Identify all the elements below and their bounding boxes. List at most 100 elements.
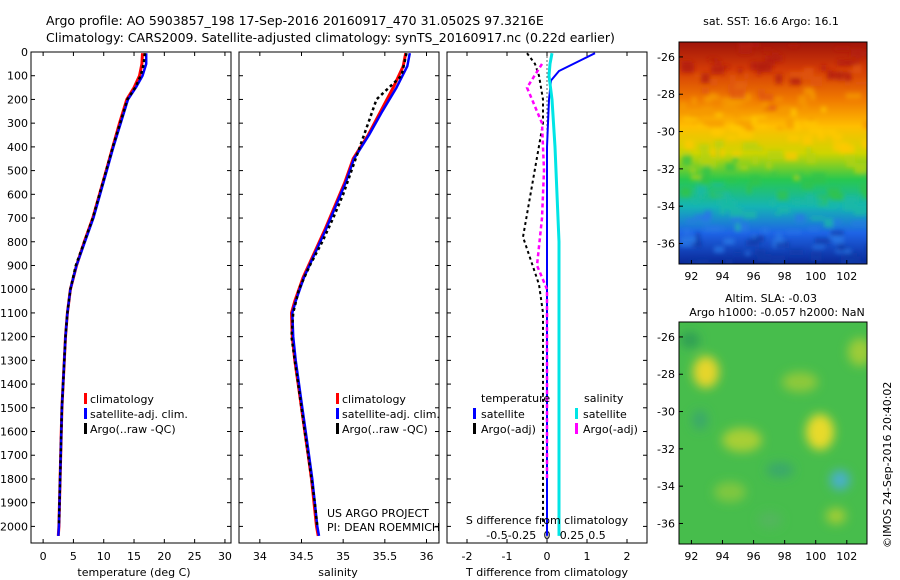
depth-tick-label: 600	[7, 188, 28, 201]
sst-patch	[757, 146, 763, 152]
legend-swatch-climatology	[336, 393, 339, 404]
temperature-series	[56, 53, 148, 536]
legend-label: Argo(-adj)	[583, 423, 638, 436]
map-x-tick-label: 94	[716, 550, 730, 563]
sst-patch	[694, 214, 709, 221]
sst-patch	[833, 233, 844, 245]
legend-swatch-T-satellite	[473, 408, 476, 419]
sst-patch	[854, 162, 867, 174]
map-x-tick-label: 92	[684, 550, 698, 563]
sst-patch	[770, 255, 785, 264]
sst-patch	[786, 230, 802, 234]
sst-map-axes: 92 94 96 98 100 102 -26 -28 -30 -32 -34 -36	[657, 51, 857, 283]
sst-patch	[808, 127, 824, 135]
sst-patch	[711, 183, 725, 187]
sst-patch	[710, 127, 725, 135]
sst-patch	[725, 239, 733, 243]
sst-patch	[843, 202, 857, 211]
sst-patch	[702, 165, 711, 176]
temperature-axis: 0 5 10 15 20 25 30	[40, 52, 232, 563]
map-x-tick-label: 98	[778, 550, 792, 563]
sst-patch	[725, 163, 736, 172]
x-tick-label: 15	[127, 550, 141, 563]
map-y-tick-label: -36	[657, 237, 675, 250]
s-tick-label: -0.5	[486, 529, 507, 542]
sst-patch	[812, 245, 825, 249]
map-y-tick-label: -28	[657, 368, 675, 381]
salinity-legend: climatology satellite-adj. clim. Argo(..…	[336, 393, 440, 436]
sst-patch	[751, 234, 757, 239]
legend-swatch-T-argo	[473, 423, 476, 434]
sst-patch	[771, 172, 777, 176]
sst-patch	[789, 71, 806, 77]
sst-patch	[786, 118, 795, 130]
sst-patch	[720, 65, 730, 69]
sst-patch	[844, 60, 860, 65]
sst-patch	[808, 117, 815, 122]
legend-label: satellite-adj. clim.	[90, 408, 188, 421]
sst-patch	[852, 63, 862, 74]
sst-patch	[746, 183, 752, 194]
sst-patch	[703, 96, 712, 103]
sst-patch	[767, 150, 783, 160]
depth-tick-label: 2000	[0, 520, 28, 533]
x-tick-label: 36	[420, 550, 434, 563]
sst-patch	[743, 210, 757, 219]
sst-patch	[796, 78, 802, 85]
temperature-legend: climatology satellite-adj. clim. Argo(..…	[84, 393, 188, 436]
s-tick-label: 0.25	[560, 529, 585, 542]
sst-patch	[679, 102, 687, 113]
sst-patch	[853, 204, 866, 216]
map-x-tick-label: 102	[836, 270, 857, 283]
sst-patch	[699, 144, 710, 151]
sst-patch	[703, 158, 713, 164]
sst-patch	[803, 87, 814, 95]
map-y-tick-label: -26	[657, 51, 675, 64]
x-tick-label: 30	[218, 550, 232, 563]
sst-patch	[864, 202, 867, 214]
sst-patch	[711, 65, 725, 75]
sst-patch	[802, 105, 808, 113]
sst-patch	[821, 106, 827, 113]
sst-patch	[830, 192, 845, 201]
difference-legend: temperature salinity satellite Argo(-adj…	[473, 392, 638, 436]
sst-patch	[695, 232, 701, 244]
map-x-tick-label: 100	[805, 270, 826, 283]
sst-patch	[844, 252, 857, 262]
sla-blob	[766, 462, 794, 478]
legend-header-temperature: temperature	[481, 392, 550, 405]
sst-patch	[770, 199, 776, 207]
sst-patch	[685, 218, 698, 223]
sst-patch	[775, 211, 781, 216]
sst-patch	[701, 87, 710, 94]
sst-patch	[808, 227, 820, 231]
x-tick-label: -2	[462, 550, 473, 563]
header-line-2: Climatology: CARS2009. Satellite-adjuste…	[46, 30, 615, 45]
sst-patch	[715, 148, 721, 159]
sst-patch	[715, 112, 723, 118]
sst-patch	[701, 159, 717, 168]
sst-patch	[725, 259, 733, 264]
sst-patch	[714, 140, 724, 149]
sst-patch	[777, 190, 788, 201]
pi-credit: PI: DEAN ROEMMICH	[327, 521, 440, 534]
legend-label: climatology	[342, 393, 406, 406]
sst-patch	[775, 231, 783, 243]
x-tick-label: 1	[584, 550, 591, 563]
sst-patch	[851, 261, 864, 264]
sla-map-subtitle: Argo h1000: -0.057 h2000: NaN	[689, 306, 865, 319]
sst-patch	[741, 119, 752, 130]
depth-tick-label: 800	[7, 236, 28, 249]
sst-patch	[756, 66, 762, 76]
salinity-xlabel: salinity	[318, 566, 358, 579]
sst-patch	[758, 93, 774, 101]
depth-tick-label: 1900	[0, 497, 28, 510]
sst-patch	[763, 105, 777, 111]
map-y-tick-label: -30	[657, 406, 675, 419]
sst-patch	[737, 68, 743, 73]
sst-patch	[787, 135, 800, 142]
sst-patch	[775, 242, 790, 248]
sst-patch	[863, 190, 867, 199]
sst-patch	[708, 94, 720, 102]
x-tick-label: 35.5	[373, 550, 398, 563]
